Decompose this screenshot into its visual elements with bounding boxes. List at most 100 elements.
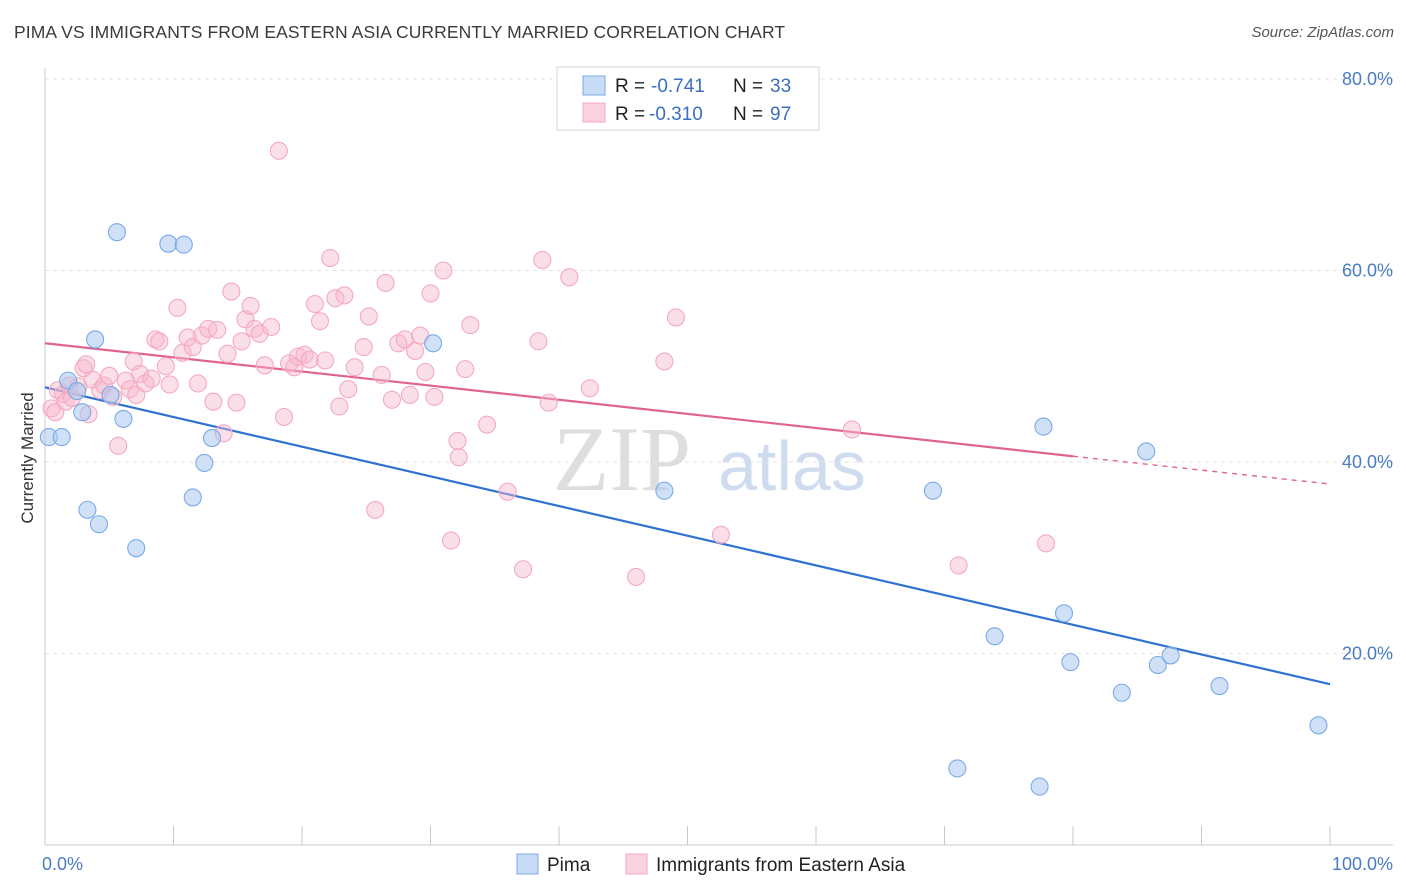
data-point	[985, 627, 1004, 646]
data-point	[923, 481, 942, 500]
data-point	[77, 355, 96, 374]
axes	[44, 68, 1393, 846]
data-point	[395, 330, 414, 349]
watermark-atlas: atlas	[718, 427, 866, 505]
legend-swatch-eastern-asia	[582, 102, 606, 123]
data-point	[160, 375, 179, 394]
bottom-legend-swatch-pima	[516, 853, 539, 875]
data-point	[89, 515, 109, 534]
data-point	[168, 298, 187, 317]
data-point	[195, 453, 214, 473]
legend-n-value: 97	[770, 104, 791, 125]
legend-swatch-pima	[582, 75, 606, 96]
data-point	[448, 431, 467, 450]
legend-n-label: N =	[733, 104, 763, 125]
data-point	[335, 286, 354, 305]
data-point	[289, 347, 308, 366]
bottom-legend-pima: Pima	[547, 855, 591, 876]
bottom-legend-eastern-asia: Immigrants from Eastern Asia	[656, 855, 906, 876]
source-label: Source: ZipAtlas.com	[1251, 24, 1394, 41]
trend-lines	[44, 342, 1331, 686]
data-point	[321, 249, 340, 268]
data-point	[421, 284, 440, 303]
data-point	[236, 310, 255, 329]
data-point	[513, 560, 533, 579]
data-point	[330, 397, 349, 416]
data-point	[359, 307, 378, 326]
data-point	[1061, 653, 1080, 672]
data-point	[949, 556, 968, 575]
data-point	[255, 356, 274, 375]
data-point	[842, 420, 862, 439]
bottom-legend-swatch-eastern-asia	[625, 853, 648, 875]
legend-r-label: R =	[615, 104, 645, 125]
data-point	[424, 334, 443, 353]
x-tick-label: 100.0%	[1332, 854, 1393, 874]
legend-n-label: N =	[733, 76, 763, 97]
data-point	[1034, 417, 1053, 436]
data-point	[655, 481, 674, 500]
data-point	[498, 482, 517, 501]
data-point	[174, 235, 193, 254]
data-point	[107, 223, 127, 242]
data-point	[627, 567, 646, 586]
data-point	[1161, 646, 1180, 665]
legend-r-value: -0.741	[651, 76, 705, 97]
data-point	[449, 448, 468, 467]
data-point	[400, 385, 419, 405]
data-point	[295, 345, 314, 364]
data-point	[127, 539, 146, 558]
data-point	[539, 393, 558, 412]
data-point	[241, 296, 260, 315]
data-point	[529, 332, 548, 351]
data-point	[204, 392, 223, 411]
data-point	[376, 273, 395, 292]
data-point	[188, 374, 207, 393]
data-point	[339, 380, 358, 399]
data-point	[52, 428, 71, 447]
data-point	[114, 409, 133, 428]
data-point	[425, 387, 444, 406]
data-point	[434, 261, 453, 280]
data-point	[232, 332, 251, 351]
data-point	[345, 358, 364, 377]
data-point	[461, 316, 480, 335]
trend-line	[44, 386, 1331, 686]
data-point	[100, 366, 119, 385]
x-tick-label: 0.0%	[42, 854, 83, 874]
data-point	[382, 390, 402, 409]
legend-r-label: R =	[615, 76, 645, 97]
data-point	[1309, 716, 1328, 735]
series-legend: Pima Immigrants from Eastern Asia	[516, 853, 906, 876]
data-point	[655, 352, 674, 371]
data-point	[300, 350, 319, 369]
data-point	[109, 436, 128, 455]
y-tick-labels: 20.0% 40.0% 60.0% 80.0%	[1342, 69, 1393, 664]
data-point	[131, 364, 150, 383]
data-point	[1030, 777, 1049, 796]
data-point	[477, 415, 497, 434]
y-tick-label: 40.0%	[1342, 452, 1393, 472]
data-point	[406, 341, 425, 360]
data-point	[262, 317, 281, 337]
data-point	[218, 344, 237, 363]
data-point	[580, 379, 599, 398]
correlation-legend: R = -0.741 N = 33 R = -0.310 N = 97	[556, 66, 820, 131]
data-point	[178, 328, 197, 347]
data-point	[285, 358, 304, 377]
y-axis-label: Currently Married	[18, 392, 37, 523]
data-point	[183, 488, 202, 507]
data-point	[1210, 677, 1229, 696]
data-point	[142, 369, 161, 388]
data-point	[372, 365, 391, 384]
data-point	[666, 308, 685, 327]
data-point	[533, 250, 552, 270]
y-tick-label: 60.0%	[1342, 261, 1393, 281]
y-tick-label: 80.0%	[1342, 69, 1393, 89]
data-point	[68, 382, 87, 401]
data-point	[208, 320, 227, 339]
data-point	[86, 330, 105, 349]
data-point	[948, 759, 967, 778]
data-point	[78, 500, 97, 519]
